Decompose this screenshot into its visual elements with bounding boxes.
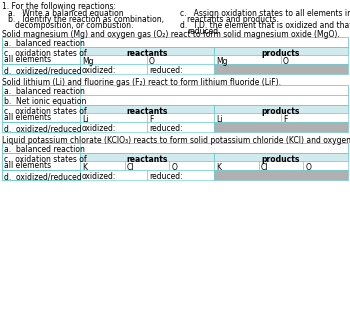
Bar bbox=[80, 153, 214, 161]
Text: Mg: Mg bbox=[82, 57, 93, 66]
Bar bbox=[80, 122, 147, 132]
Text: Liquid potassium chlorate (KClO₃) reacts to form solid potassium chloride (KCl) : Liquid potassium chlorate (KClO₃) reacts… bbox=[2, 136, 350, 145]
Bar bbox=[2, 170, 80, 180]
Bar bbox=[214, 105, 348, 113]
Text: all elements: all elements bbox=[4, 161, 51, 170]
Bar bbox=[2, 37, 348, 47]
Bar bbox=[80, 105, 214, 113]
Text: O: O bbox=[149, 57, 155, 66]
Bar bbox=[80, 55, 147, 64]
Bar bbox=[2, 47, 80, 64]
Bar bbox=[80, 143, 348, 153]
Text: a.  balanced reaction: a. balanced reaction bbox=[4, 145, 85, 154]
Bar bbox=[125, 161, 169, 170]
Text: O: O bbox=[172, 163, 177, 172]
Text: products: products bbox=[262, 155, 300, 164]
Bar bbox=[214, 64, 348, 74]
Text: reduced:: reduced: bbox=[149, 66, 183, 75]
Text: d.  oxidized/reduced: d. oxidized/reduced bbox=[4, 66, 82, 75]
Bar bbox=[259, 161, 303, 170]
Bar bbox=[214, 122, 348, 132]
Text: d.  oxidized/reduced: d. oxidized/reduced bbox=[4, 124, 82, 133]
Text: products: products bbox=[262, 107, 300, 116]
Text: c.   Assign oxidation states to all elements in the: c. Assign oxidation states to all elemen… bbox=[180, 9, 350, 18]
Text: Solid magnesium (Mg) and oxygen gas (O₂) react to form solid magnesium oxide (Mg: Solid magnesium (Mg) and oxygen gas (O₂)… bbox=[2, 30, 340, 39]
Text: d.   I.D. the element that is oxidized and that which is: d. I.D. the element that is oxidized and… bbox=[180, 21, 350, 30]
Bar bbox=[2, 143, 348, 153]
Bar bbox=[80, 47, 214, 55]
Bar bbox=[2, 153, 80, 170]
Bar bbox=[80, 85, 348, 95]
Text: all elements: all elements bbox=[4, 113, 51, 122]
Text: c.  oxidation states of: c. oxidation states of bbox=[4, 49, 87, 58]
Text: d.  oxidized/reduced: d. oxidized/reduced bbox=[4, 172, 82, 181]
Bar bbox=[214, 55, 281, 64]
Text: Mg: Mg bbox=[216, 57, 228, 66]
Text: reactants: reactants bbox=[126, 107, 168, 116]
Bar bbox=[281, 55, 348, 64]
Bar bbox=[214, 113, 281, 122]
Text: a.  balanced reaction: a. balanced reaction bbox=[4, 39, 85, 48]
Text: oxidized:: oxidized: bbox=[82, 124, 116, 133]
Bar bbox=[2, 122, 80, 132]
Text: products: products bbox=[262, 49, 300, 58]
Text: reactants: reactants bbox=[126, 155, 168, 164]
Bar bbox=[214, 153, 348, 161]
Text: oxidized:: oxidized: bbox=[82, 172, 116, 181]
Text: O: O bbox=[305, 163, 311, 172]
Bar bbox=[2, 85, 348, 95]
Bar bbox=[2, 105, 80, 122]
Text: a.  balanced reaction: a. balanced reaction bbox=[4, 87, 85, 96]
Text: reduced:: reduced: bbox=[149, 172, 183, 181]
Text: c.  oxidation states of: c. oxidation states of bbox=[4, 107, 87, 116]
Bar bbox=[80, 95, 348, 105]
Text: reactants and products.: reactants and products. bbox=[187, 15, 279, 24]
Bar bbox=[147, 64, 214, 74]
Text: Li: Li bbox=[216, 115, 223, 124]
Text: reactants: reactants bbox=[126, 49, 168, 58]
Text: all elements: all elements bbox=[4, 55, 51, 64]
Text: c.  oxidation states of: c. oxidation states of bbox=[4, 155, 87, 164]
Text: a.   Write a balanced equation: a. Write a balanced equation bbox=[8, 9, 124, 18]
Text: 1. For the following reactions:: 1. For the following reactions: bbox=[2, 2, 116, 11]
Text: K: K bbox=[216, 163, 221, 172]
Bar bbox=[80, 170, 147, 180]
Text: reduced:: reduced: bbox=[149, 124, 183, 133]
Text: b.  Net ionic equation: b. Net ionic equation bbox=[4, 97, 86, 106]
Bar bbox=[169, 161, 214, 170]
Bar bbox=[2, 95, 348, 105]
Text: F: F bbox=[283, 115, 287, 124]
Text: Cl: Cl bbox=[127, 163, 134, 172]
Bar bbox=[214, 170, 348, 180]
Bar bbox=[147, 170, 214, 180]
Bar bbox=[303, 161, 348, 170]
Bar bbox=[2, 64, 80, 74]
Text: b.   Identify the reaction as combination,: b. Identify the reaction as combination, bbox=[8, 15, 164, 24]
Text: F: F bbox=[149, 115, 153, 124]
Text: Cl: Cl bbox=[261, 163, 268, 172]
Bar bbox=[214, 161, 259, 170]
Bar bbox=[281, 113, 348, 122]
Bar bbox=[147, 113, 214, 122]
Bar bbox=[80, 37, 348, 47]
Bar bbox=[80, 161, 125, 170]
Text: decomposition, or combustion.: decomposition, or combustion. bbox=[15, 21, 133, 30]
Bar bbox=[147, 122, 214, 132]
Bar bbox=[80, 113, 147, 122]
Text: Li: Li bbox=[82, 115, 89, 124]
Text: reduced.: reduced. bbox=[187, 27, 220, 36]
Bar bbox=[147, 55, 214, 64]
Text: Solid lithium (Li) and fluorine gas (F₂) react to form lithium fluoride (LiF).: Solid lithium (Li) and fluorine gas (F₂)… bbox=[2, 78, 281, 87]
Text: oxidized:: oxidized: bbox=[82, 66, 116, 75]
Bar bbox=[80, 64, 147, 74]
Text: O: O bbox=[283, 57, 289, 66]
Bar bbox=[214, 47, 348, 55]
Text: K: K bbox=[82, 163, 87, 172]
